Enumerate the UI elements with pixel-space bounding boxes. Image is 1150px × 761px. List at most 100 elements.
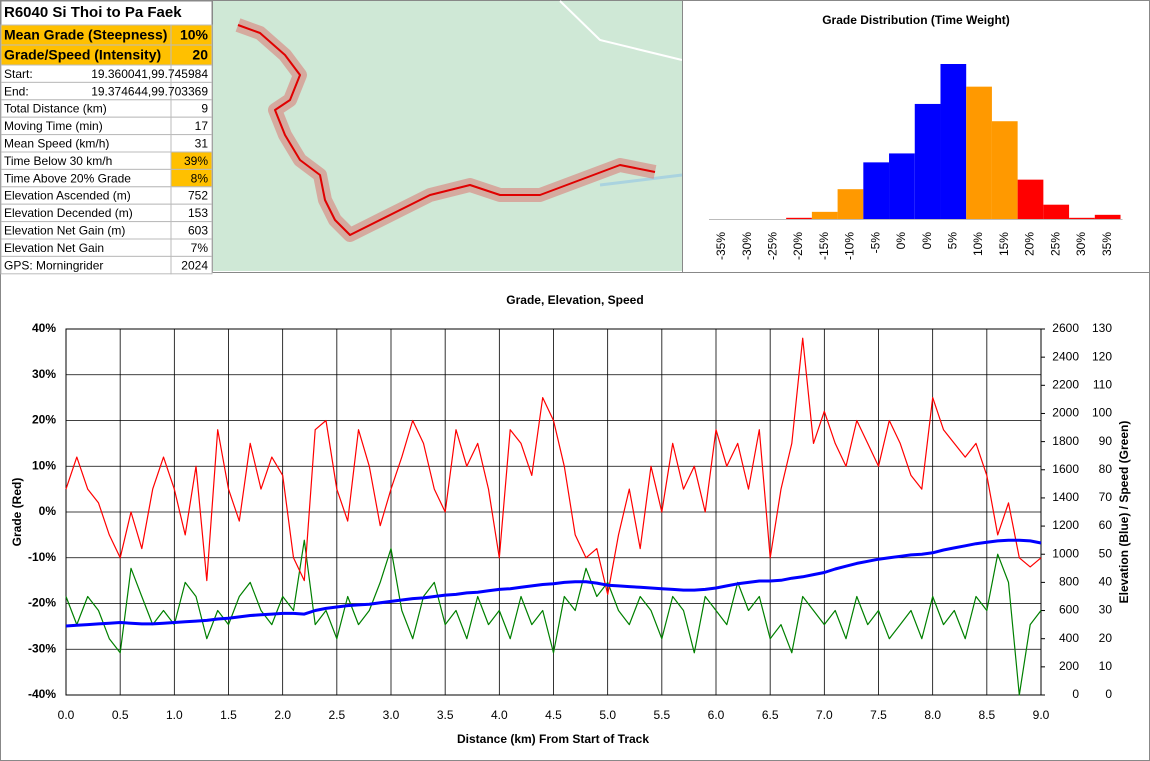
bar — [1043, 204, 1070, 219]
x-tick-label: 10% — [971, 232, 985, 256]
bar — [837, 189, 864, 219]
x-tick-label: 8.0 — [924, 708, 941, 722]
row-label: Total Distance (km) — [4, 102, 107, 116]
row-value: 31 — [195, 136, 209, 150]
series-line — [65, 539, 1042, 696]
y2-tick-label: 200 — [1059, 659, 1079, 673]
y-axis-label: Grade (Red) — [10, 478, 24, 547]
row-label: Elevation Decended (m) — [4, 206, 133, 220]
y3-tick-label: 120 — [1092, 349, 1112, 363]
row-value: 7% — [191, 241, 209, 255]
x-tick-label: -10% — [843, 232, 857, 260]
row-label: Grade/Speed (Intensity) — [4, 47, 161, 63]
x-tick-label: 3.5 — [437, 708, 454, 722]
series-line — [65, 538, 1042, 628]
stats-table: R6040 Si Thoi to Pa Faek Mean Grade (Stee… — [0, 0, 213, 275]
x-tick-label: -20% — [791, 232, 805, 260]
y2-tick-label: 1800 — [1052, 434, 1079, 448]
y3-tick-label: 30 — [1099, 603, 1113, 617]
x-tick-label: 1.5 — [220, 708, 237, 722]
row-value: 39% — [184, 154, 208, 168]
y2-tick-label: 1000 — [1052, 546, 1079, 560]
y3-tick-label: 60 — [1099, 518, 1113, 532]
y-tick-label: 40% — [32, 321, 56, 335]
value-cell — [170, 255, 213, 275]
row-value: 19.374644,99.703369 — [91, 84, 208, 98]
y2-tick-label: 400 — [1059, 631, 1079, 645]
bar — [940, 64, 967, 219]
x-tick-label: -30% — [740, 232, 754, 260]
y-tick-label: 20% — [32, 413, 56, 427]
x-tick-label: 0% — [894, 232, 908, 250]
x-tick-label: 6.0 — [708, 708, 725, 722]
y3-tick-label: 110 — [1093, 377, 1112, 391]
bar — [1069, 217, 1095, 219]
map-river — [599, 173, 683, 187]
row-value: 8% — [191, 171, 209, 185]
row-label: Start: — [4, 67, 33, 81]
row-value: 2024 — [181, 258, 208, 272]
x-tick-label: 6.5 — [762, 708, 779, 722]
y2-tick-label: 2200 — [1052, 377, 1079, 391]
y-tick-label: -20% — [28, 596, 56, 610]
y3-tick-label: 70 — [1099, 490, 1113, 504]
y3-tick-label: 130 — [1092, 321, 1112, 335]
x-tick-label: 5% — [946, 232, 960, 250]
row-label: Mean Speed (km/h) — [4, 136, 109, 150]
map — [213, 0, 683, 271]
x-tick-label: 2.0 — [274, 708, 291, 722]
y2-tick-label: 600 — [1059, 603, 1079, 617]
y2-tick-label: 1200 — [1052, 518, 1079, 532]
row-label: Elevation Net Gain (m) — [4, 223, 125, 237]
row-value: 17 — [195, 119, 209, 133]
y2-tick-label: 1600 — [1052, 462, 1079, 476]
x-tick-label: 30% — [1074, 232, 1088, 256]
x-tick-label: 4.5 — [545, 708, 562, 722]
x-tick-label: 2.5 — [328, 708, 345, 722]
bar — [1017, 179, 1044, 219]
x-tick-label: 7.5 — [870, 708, 887, 722]
x-tick-label: 7.0 — [816, 708, 833, 722]
y2-tick-label: 2000 — [1052, 406, 1079, 420]
x-tick-label: 35% — [1100, 232, 1114, 256]
y2-tick-label: 800 — [1059, 575, 1079, 589]
x-tick-label: -35% — [714, 232, 728, 260]
bar — [889, 153, 915, 219]
y3-tick-label: 40 — [1099, 575, 1113, 589]
title-cell — [0, 0, 213, 26]
y3-tick-label: 10 — [1099, 659, 1113, 673]
bar — [811, 211, 838, 219]
row-label: Moving Time (min) — [4, 119, 103, 133]
y2-tick-label: 2600 — [1052, 321, 1079, 335]
bar — [966, 86, 992, 220]
y-tick-label: -40% — [28, 687, 56, 701]
chart-title: Grade, Elevation, Speed — [506, 293, 643, 307]
bar — [914, 103, 941, 219]
x-tick-label: 0.5 — [112, 708, 129, 722]
route — [237, 24, 656, 236]
y-tick-label: 0% — [39, 504, 57, 518]
x-tick-label: 9.0 — [1033, 708, 1050, 722]
y2-tick-label: 0 — [1072, 687, 1079, 701]
y3-tick-label: 50 — [1099, 546, 1113, 560]
x-tick-label: 0% — [920, 232, 934, 250]
x-axis-label: Distance (km) From Start of Track — [457, 732, 649, 746]
y3-tick-label: 0 — [1105, 687, 1112, 701]
bar — [786, 217, 812, 219]
map-road — [559, 0, 683, 61]
row-value: 19.360041,99.745984 — [91, 67, 208, 81]
row-label: Elevation Net Gain — [4, 241, 104, 255]
chart-title: Grade Distribution (Time Weight) — [822, 13, 1010, 27]
x-tick-label: 5.0 — [599, 708, 616, 722]
y-tick-label: 30% — [32, 367, 56, 381]
x-tick-label: 3.0 — [383, 708, 400, 722]
y3-tick-label: 90 — [1099, 434, 1113, 448]
x-tick-label: 8.5 — [978, 708, 995, 722]
x-tick-label: 25% — [1048, 232, 1062, 256]
x-tick-label: -25% — [765, 232, 779, 260]
x-tick-label: 4.0 — [491, 708, 508, 722]
row-value: 20 — [192, 47, 208, 63]
x-tick-label: 5.5 — [653, 708, 670, 722]
bar — [991, 121, 1018, 219]
